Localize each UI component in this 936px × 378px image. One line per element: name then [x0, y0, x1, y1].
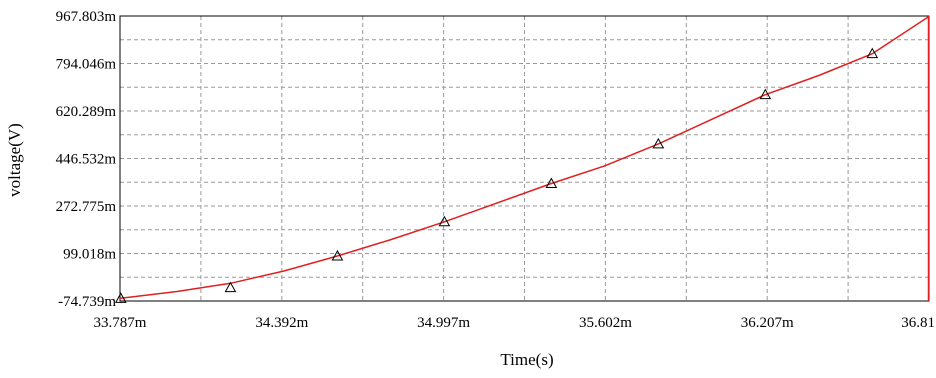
- triangle-marker: [224, 281, 237, 293]
- y-tick-label: 99.018m: [63, 247, 116, 263]
- triangle-marker: [759, 88, 772, 100]
- y-tick-label: -74.739m: [58, 294, 116, 310]
- x-tick-label: 36.81: [901, 315, 935, 331]
- series-markers: [114, 47, 879, 303]
- y-tick-labels: 967.803m 794.046m 620.289m 446.532m 272.775m…: [56, 9, 117, 310]
- triangle-marker: [545, 177, 558, 189]
- x-axis-label: Time(s): [500, 350, 553, 369]
- y-tick-label: 967.803m: [56, 9, 117, 25]
- x-tick-labels: 33.787m 34.392m 34.997m 35.602m 36.207m 36.81: [94, 315, 935, 331]
- grid-lines: [120, 16, 929, 301]
- x-tick-label: 35.602m: [579, 315, 632, 331]
- triangle-marker: [652, 137, 665, 149]
- y-tick-label: 794.046m: [56, 57, 117, 73]
- voltage-series-line: [119, 15, 930, 301]
- x-tick-label: 36.207m: [741, 315, 794, 331]
- triangle-marker: [866, 47, 879, 59]
- triangle-marker: [331, 249, 344, 261]
- x-tick-label: 34.392m: [255, 315, 308, 331]
- triangle-marker: [114, 292, 127, 303]
- x-tick-label: 34.997m: [417, 315, 470, 331]
- triangle-marker: [438, 215, 451, 227]
- y-axis-label: voltage(V): [5, 123, 24, 197]
- y-tick-label: 272.775m: [56, 199, 117, 215]
- x-tick-label: 33.787m: [94, 315, 147, 331]
- y-tick-label: 446.532m: [56, 152, 117, 168]
- y-tick-label: 620.289m: [56, 104, 117, 120]
